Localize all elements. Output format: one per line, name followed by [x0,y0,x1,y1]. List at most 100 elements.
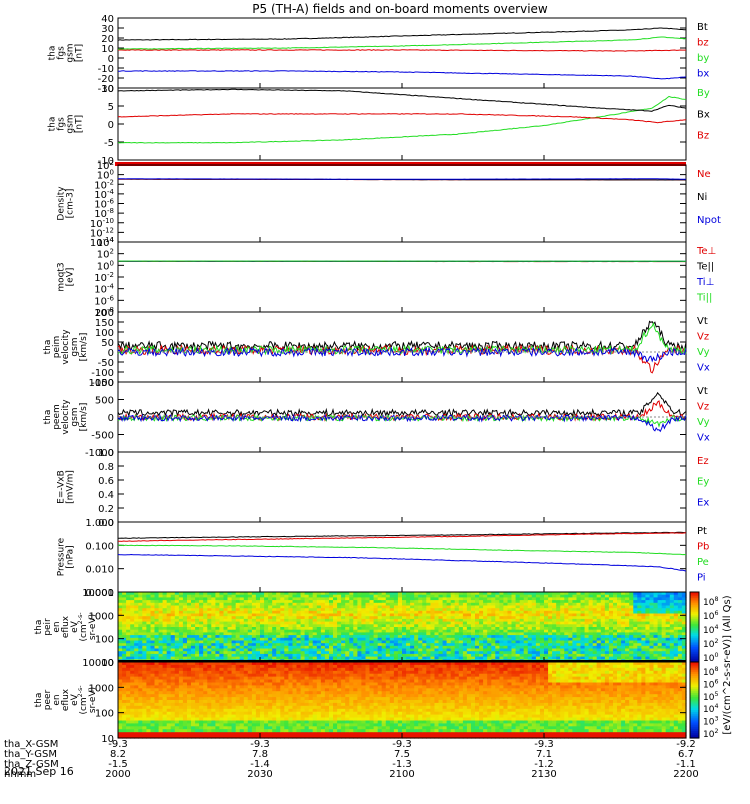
heatmap-cell [163,680,168,684]
legend-bx: bx [697,69,709,80]
heatmap-cell [175,691,180,695]
heatmap-cell [215,668,220,672]
heatmap-cell [224,706,229,710]
heatmap-cell [146,706,151,710]
heatmap-cell [207,691,212,695]
heatmap-cell [130,691,135,695]
panel-frame [118,242,686,312]
heatmap-cell [207,668,212,672]
heatmap-cell [138,668,143,672]
heatmap-cell [215,706,220,710]
heatmap-cell [219,718,224,722]
heatmap-cell [211,706,216,710]
series-line-bz [118,50,686,52]
heatmap-cell [171,691,176,695]
heatmap-cell [203,680,208,684]
heatmap-cell [191,729,196,733]
heatmap-cell [252,668,257,672]
heatmap-cell [244,680,249,684]
y-tick-label: -500 [91,431,114,442]
y-tick-label: 10000 [82,588,114,599]
heatmap-cell [207,729,212,733]
y-axis-label: [mV/m] [66,470,76,504]
legend-Ne: Ne [697,169,711,180]
y-axis-label: [eV] [66,268,76,287]
legend-Ni: Ni [697,192,707,203]
heatmap-cell [207,706,212,710]
heatmap-cell [272,706,277,710]
heatmap-cell [236,718,241,722]
legend-Vx: Vx [697,433,710,444]
heatmap-cell [215,691,220,695]
y-tick-label: 5 [108,102,114,113]
heatmap-cell [228,729,233,733]
heatmap-cell [175,718,180,722]
heatmap-cell [215,729,220,733]
heatmap-cell [175,680,180,684]
heatmap-cell [264,691,269,695]
heatmap-cell [211,680,216,684]
panel-frame [118,18,686,88]
heatmap-cell [146,729,151,733]
heatmap-cell [256,729,261,733]
series-line-Npot [118,179,686,180]
heatmap-cell [167,668,172,672]
heatmap-cell [236,680,241,684]
heatmap-cell [155,691,160,695]
heatmap-cell [183,691,188,695]
heatmap-cell [151,680,156,684]
heatmap-cell [224,691,229,695]
heatmap-cell [151,729,156,733]
plot-title: P5 (TH-A) fields and on-board moments ov… [252,2,548,16]
y-tick-label: 1.000 [85,518,114,529]
heatmap-cell [126,691,131,695]
heatmap-cell [276,680,281,684]
heatmap-cell [122,691,127,695]
heatmap-cell [236,706,241,710]
heatmap-cell [248,718,253,722]
heatmap-cell [252,729,257,733]
heatmap-cell [199,691,204,695]
heatmap-cell [167,718,172,722]
heatmap-cell [240,691,245,695]
heatmap-cell [264,668,269,672]
legend-Bx: Bx [697,109,710,120]
heatmap-cell [195,680,200,684]
heatmap-cell [167,691,172,695]
heatmap-cell [228,718,233,722]
y-tick-label: 0.6 [98,476,114,487]
series-line-Bz [118,114,686,123]
legend-Ez: Ez [697,456,709,467]
heatmap-cell [252,718,257,722]
heatmap-cell [155,718,160,722]
heatmap-cell [159,706,164,710]
heatmap-cell [138,680,143,684]
heatmap-cell [211,668,216,672]
heatmap-cell [272,691,277,695]
heatmap-cell [236,729,241,733]
heatmap-cell [126,718,131,722]
heatmap-cell [219,680,224,684]
legend-bz: bz [697,38,709,49]
y-tick-label: 0.4 [98,490,114,501]
heatmap-cell [260,729,265,733]
legend-Npot: Npot [697,215,721,226]
heatmap-cell [252,680,257,684]
heatmap-cell [215,680,220,684]
heatmap-cell [183,706,188,710]
legend-Te⊥: Te⊥ [696,246,716,257]
y-tick-label: 0 [108,120,114,131]
heatmap-cell [171,706,176,710]
heatmap-cell [228,691,233,695]
heatmap-cell [195,668,200,672]
heatmap-cell [260,691,265,695]
heatmap-cell [203,729,208,733]
heatmap-cell [187,691,192,695]
heatmap-cell [175,706,180,710]
heatmap-cell [163,706,168,710]
heatmap-cell [146,680,151,684]
heatmap-cell [260,668,265,672]
